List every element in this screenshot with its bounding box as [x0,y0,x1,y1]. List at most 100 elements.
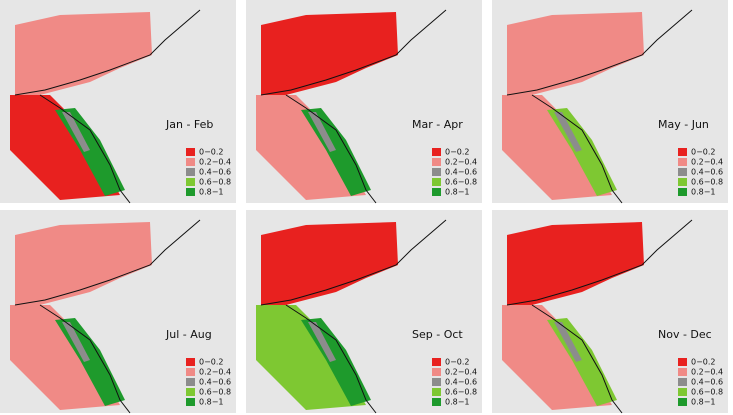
sea-region-west [10,305,120,410]
legend-swatch [186,188,195,196]
sea-region-north [507,222,644,305]
legend-label: 0.6−0.8 [445,388,477,397]
coastline [260,219,447,306]
map-panel: Mar - Apr 0−0.20.2−0.40.4−0.60.6−0.80.8−1 [246,0,482,204]
legend-swatch [432,158,441,166]
legend-label: 0−0.2 [199,358,224,367]
legend-swatch [432,358,441,366]
coastline [506,219,693,306]
legend-swatch [186,378,195,386]
legend-label: 0.6−0.8 [691,178,723,187]
sea-region-north [15,222,152,305]
legend-label: 0.2−0.4 [199,368,231,377]
legend-swatch [678,398,687,406]
legend-label: 0−0.2 [445,148,470,157]
panel-title: Jul - Aug [165,328,212,341]
coastline [531,94,623,204]
legend-label: 0.4−0.6 [199,168,231,177]
panel-title: Mar - Apr [412,118,463,131]
sea-region-north [15,12,152,95]
legend-swatch [678,158,687,166]
legend-label: 0.6−0.8 [199,178,231,187]
legend-swatch [186,158,195,166]
legend-label: 0.8−1 [445,188,470,197]
coastline [14,9,201,96]
legend-label: 0.2−0.4 [445,368,477,377]
legend-swatch [432,148,441,156]
coastal-band-mid [554,322,582,362]
legend-label: 0.4−0.6 [445,168,477,177]
legend-swatch [186,358,195,366]
legend-label: 0.2−0.4 [691,158,723,167]
sea-region-north [507,12,644,95]
coastline [531,304,623,414]
legend-label: 0−0.2 [199,148,224,157]
map-panel: Nov - Dec 0−0.20.2−0.40.4−0.60.6−0.80.8−1 [492,210,728,414]
coastal-band-mid [308,322,336,362]
legend-swatch [186,398,195,406]
legend-label: 0.2−0.4 [691,368,723,377]
map-panel: Jan - Feb 0−0.20.2−0.40.4−0.60.6−0.80.8−1 [0,0,236,204]
legend-swatch [186,368,195,376]
legend-swatch [432,378,441,386]
legend-label: 0.4−0.6 [691,378,723,387]
legend-label: 0.6−0.8 [691,388,723,397]
legend-label: 0.8−1 [199,188,224,197]
legend-label: 0.6−0.8 [199,388,231,397]
legend-swatch [678,178,687,186]
legend-label: 0.8−1 [445,398,470,407]
coastline [260,9,447,96]
legend-label: 0.4−0.6 [691,168,723,177]
legend-swatch [432,368,441,376]
legend-swatch [678,188,687,196]
legend-swatch [678,358,687,366]
legend-swatch [186,168,195,176]
legend-swatch [678,168,687,176]
coastline [39,94,131,204]
legend-label: 0.4−0.6 [199,378,231,387]
map-panel: Sep - Oct 0−0.20.2−0.40.4−0.60.6−0.80.8−1 [246,210,482,414]
legend-swatch [432,398,441,406]
panel-title: Sep - Oct [412,328,463,341]
legend-swatch [678,148,687,156]
legend-label: 0−0.2 [445,358,470,367]
coastline [285,94,377,204]
legend-label: 0−0.2 [691,358,716,367]
legend-label: 0.8−1 [691,398,716,407]
panel-title: Jan - Feb [165,118,213,131]
sea-region-west [256,95,366,200]
coastline [14,219,201,306]
legend-label: 0.8−1 [199,398,224,407]
legend-swatch [186,178,195,186]
sea-region-west [502,95,612,200]
legend-label: 0.2−0.4 [199,158,231,167]
legend-swatch [186,388,195,396]
legend-label: 0.6−0.8 [445,178,477,187]
map-panel: Jul - Aug 0−0.20.2−0.40.4−0.60.6−0.80.8−1 [0,210,236,414]
legend-swatch [432,168,441,176]
legend-swatch [678,378,687,386]
coastline [285,304,377,414]
panel-title: Nov - Dec [658,328,712,341]
map-panel: May - Jun 0−0.20.2−0.40.4−0.60.6−0.80.8−1 [492,0,728,204]
legend-label: 0.2−0.4 [445,158,477,167]
sea-region-west [10,95,120,200]
sea-region-north [261,12,398,95]
legend-label: 0.4−0.6 [445,378,477,387]
legend-swatch [678,368,687,376]
sea-region-west [256,305,366,410]
sea-region-north [261,222,398,305]
coastal-band-mid [554,112,582,152]
coastal-band-mid [308,112,336,152]
coastline [506,9,693,96]
coastline [39,304,131,414]
coastal-band-mid [62,112,90,152]
legend-label: 0.8−1 [691,188,716,197]
panel-title: May - Jun [658,118,709,131]
legend-swatch [678,388,687,396]
coastal-band-mid [62,322,90,362]
legend-swatch [186,148,195,156]
legend-swatch [432,178,441,186]
legend-swatch [432,388,441,396]
